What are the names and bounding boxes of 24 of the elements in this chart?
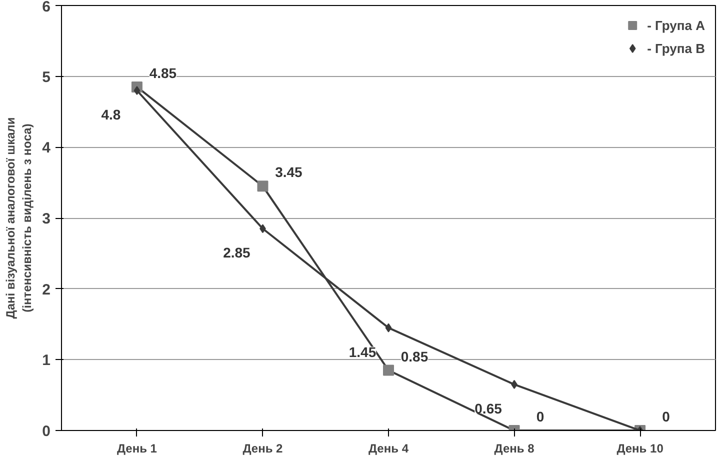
y-tick-label: 1: [42, 352, 50, 370]
data-label: 0.65: [474, 400, 502, 416]
legend-label: - Група А: [647, 18, 705, 32]
y-tick-label: 5: [42, 68, 50, 86]
x-tick-label: День 1: [116, 442, 158, 456]
data-label: 0: [536, 408, 544, 424]
y-axis-title: Дані візуальної аналогової шкали (інтенсивність виділень з носа): [3, 117, 34, 319]
x-tick-label: День 10: [616, 442, 664, 456]
x-tick-label: День 4: [368, 442, 409, 456]
y-tick-label: 2: [42, 281, 50, 298]
data-label: 0: [662, 408, 670, 424]
data-label: 4.85: [149, 64, 177, 81]
y-tick-label: 6: [42, 0, 50, 16]
data-label: 0.85: [400, 348, 428, 364]
y-tick-label: 3: [42, 210, 50, 228]
x-tick-label: День 2: [242, 442, 284, 456]
data-label: 1.45: [348, 344, 376, 360]
y-tick-label: 0: [42, 423, 50, 440]
x-tick-label: День 8: [494, 442, 535, 456]
data-label: 3.45: [275, 164, 303, 180]
legend-label: - Група В: [647, 40, 705, 56]
data-label: 4.8: [101, 106, 121, 122]
y-tick-label: 4: [42, 140, 52, 157]
data-label: 2.85: [223, 244, 251, 261]
